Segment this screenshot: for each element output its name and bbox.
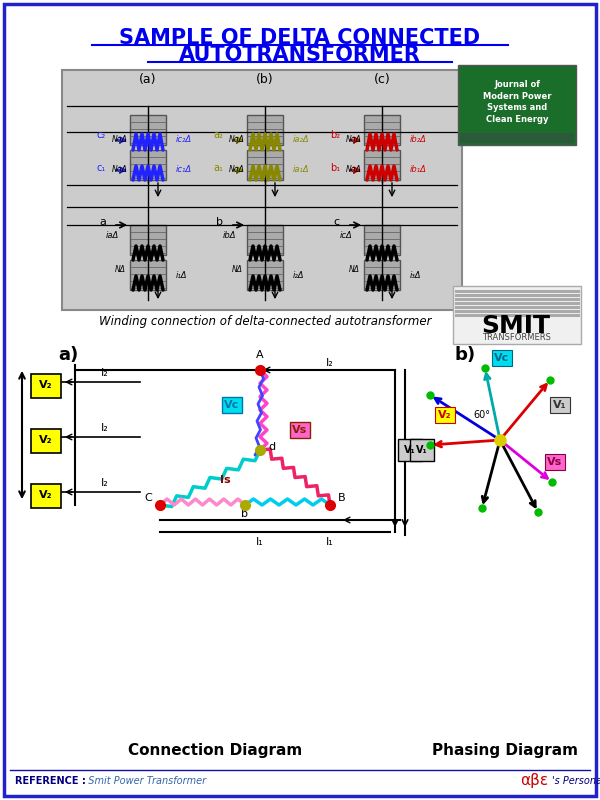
- Bar: [460, 133, 574, 143]
- Text: REFERENCE :: REFERENCE :: [15, 776, 86, 786]
- FancyBboxPatch shape: [398, 439, 422, 461]
- Text: NqΔ: NqΔ: [112, 135, 128, 145]
- Text: Vs: Vs: [292, 425, 308, 435]
- Bar: [364, 225, 400, 255]
- Text: V₂: V₂: [39, 490, 53, 500]
- Text: A: A: [256, 350, 264, 360]
- Bar: [247, 225, 283, 255]
- Text: Vc: Vc: [224, 400, 239, 410]
- Bar: [247, 150, 283, 180]
- Text: a): a): [58, 346, 78, 364]
- Bar: [130, 260, 166, 290]
- Text: (a): (a): [139, 74, 157, 86]
- Text: I₂: I₂: [101, 478, 109, 488]
- Text: V₁: V₁: [553, 400, 567, 410]
- Text: V₂: V₂: [39, 380, 53, 390]
- Text: b): b): [454, 346, 476, 364]
- Text: Smit Power Transformer: Smit Power Transformer: [82, 776, 206, 786]
- Bar: [247, 260, 283, 290]
- Text: d: d: [268, 442, 275, 452]
- Text: SMIT: SMIT: [482, 314, 551, 338]
- Text: Connection Diagram: Connection Diagram: [128, 742, 302, 758]
- Text: b₁: b₁: [330, 163, 340, 173]
- Text: 60°: 60°: [473, 410, 491, 420]
- Text: i₃Δ: i₃Δ: [410, 270, 421, 279]
- Bar: [247, 115, 283, 145]
- Bar: [453, 286, 581, 344]
- Text: ibΔ: ibΔ: [222, 230, 236, 239]
- Text: ic₂Δ: ic₂Δ: [176, 135, 192, 145]
- Text: I₂: I₂: [101, 423, 109, 433]
- Bar: [364, 260, 400, 290]
- Text: iaΔ: iaΔ: [106, 230, 119, 239]
- Text: a: a: [99, 217, 106, 227]
- Text: NΔ: NΔ: [115, 266, 125, 274]
- Text: Vc: Vc: [494, 353, 509, 363]
- Text: NqΔ: NqΔ: [229, 166, 245, 174]
- Text: ia₂Δ: ia₂Δ: [293, 135, 310, 145]
- Text: 's Personal Notes: 's Personal Notes: [552, 776, 600, 786]
- Bar: [364, 115, 400, 145]
- Text: b: b: [216, 217, 223, 227]
- Bar: [364, 150, 400, 180]
- Text: I₂: I₂: [326, 358, 334, 368]
- Text: I₁: I₁: [256, 537, 264, 547]
- Text: Phasing Diagram: Phasing Diagram: [432, 742, 578, 758]
- Text: c₁: c₁: [97, 163, 106, 173]
- FancyBboxPatch shape: [31, 484, 61, 508]
- Text: c₂: c₂: [97, 130, 106, 140]
- Text: NΔ: NΔ: [232, 266, 242, 274]
- Bar: [130, 150, 166, 180]
- Text: SAMPLE OF DELTA CONNECTED: SAMPLE OF DELTA CONNECTED: [119, 28, 481, 48]
- Text: V₂: V₂: [438, 410, 452, 420]
- Text: ia₁Δ: ia₁Δ: [293, 166, 310, 174]
- Bar: [130, 225, 166, 255]
- Text: icΔ: icΔ: [340, 230, 352, 239]
- Text: Winding connection of delta-connected autotransformer: Winding connection of delta-connected au…: [99, 315, 431, 329]
- Text: i₁Δ: i₁Δ: [176, 270, 187, 279]
- Text: NqΔ: NqΔ: [346, 166, 362, 174]
- Text: V₁: V₁: [404, 445, 416, 455]
- FancyBboxPatch shape: [410, 439, 434, 461]
- Text: NqΔ: NqΔ: [229, 135, 245, 145]
- Text: B: B: [338, 493, 346, 503]
- Text: I₂: I₂: [101, 368, 109, 378]
- Text: b₂: b₂: [330, 130, 340, 140]
- Text: Journal of
Modern Power
Systems and
Clean Energy: Journal of Modern Power Systems and Clea…: [483, 80, 551, 124]
- Text: ic₁Δ: ic₁Δ: [176, 166, 192, 174]
- Text: NqΔ: NqΔ: [346, 135, 362, 145]
- Text: a₂: a₂: [213, 130, 223, 140]
- Text: V₂: V₂: [39, 435, 53, 445]
- Text: Vs: Vs: [547, 457, 563, 467]
- Bar: [458, 65, 576, 145]
- Text: c: c: [334, 217, 340, 227]
- FancyBboxPatch shape: [31, 429, 61, 453]
- Text: a₁: a₁: [213, 163, 223, 173]
- Text: NqΔ: NqΔ: [112, 166, 128, 174]
- Bar: [130, 115, 166, 145]
- Text: (c): (c): [374, 74, 391, 86]
- Text: ib₂Δ: ib₂Δ: [410, 135, 427, 145]
- Text: I₁: I₁: [326, 537, 334, 547]
- Text: TRANSFORMERS: TRANSFORMERS: [482, 334, 550, 342]
- Text: b: b: [241, 509, 248, 519]
- Text: i₂Δ: i₂Δ: [293, 270, 305, 279]
- Bar: [62, 70, 462, 310]
- Text: V₁: V₁: [416, 445, 428, 455]
- FancyBboxPatch shape: [31, 374, 61, 398]
- Text: (b): (b): [256, 74, 274, 86]
- Text: AUTOTRANSFORMER: AUTOTRANSFORMER: [179, 45, 421, 65]
- Text: NΔ: NΔ: [349, 266, 359, 274]
- Text: αβε: αβε: [520, 774, 548, 789]
- Text: Is: Is: [220, 475, 230, 485]
- Text: ib₁Δ: ib₁Δ: [410, 166, 427, 174]
- Text: C: C: [144, 493, 152, 503]
